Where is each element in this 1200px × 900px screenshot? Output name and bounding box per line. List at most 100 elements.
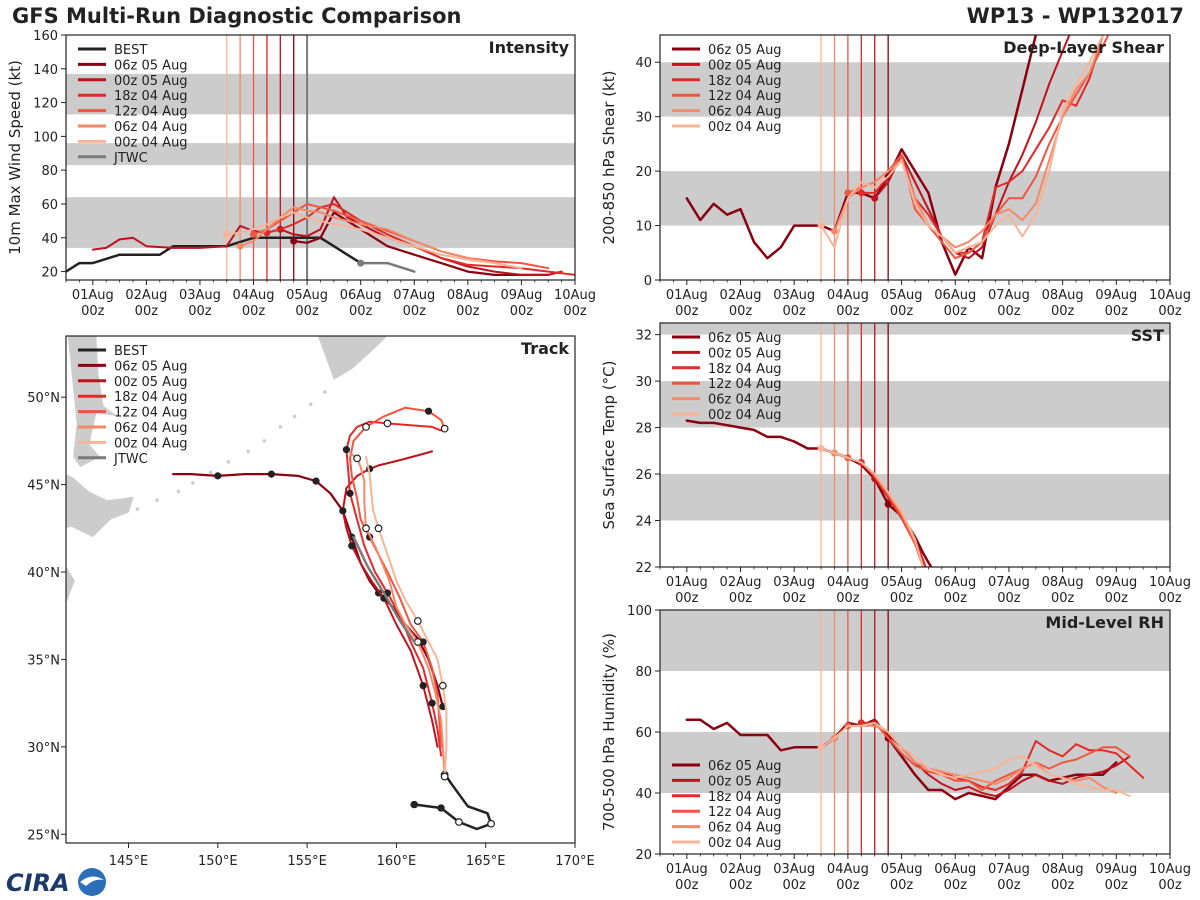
- track-point-open: [487, 819, 495, 828]
- shear-panel: 01Aug 00z 02Aug 00z 03Aug 00z 04Aug 00z 05Aug 00z…: [600, 34, 1191, 319]
- legend-label: 00z 04 Aug: [708, 836, 782, 851]
- x-tick-label: 02Aug 00z: [720, 575, 762, 606]
- rh-series: [685, 610, 1145, 854]
- y-tick-label: 40: [41, 232, 58, 247]
- legend-label: 06z 04 Aug: [114, 421, 188, 436]
- x-tick-label: 09Aug 00z: [1095, 862, 1137, 893]
- y-tick-label: 40°N: [27, 566, 60, 581]
- series-line-12z-04-aug: [252, 203, 550, 270]
- legend-label: JTWC: [113, 151, 148, 166]
- x-tick-label: 05Aug 00z: [286, 288, 328, 319]
- series-line-00z-04-aug: [225, 211, 523, 270]
- track-point-closed: [342, 446, 350, 454]
- series-line-00z-05-aug: [341, 450, 439, 748]
- threshold-band: [660, 474, 1170, 521]
- kuril-island: [135, 507, 140, 511]
- x-tick-label: 02Aug 00z: [125, 288, 167, 319]
- x-tick-label: 03Aug 00z: [773, 575, 815, 606]
- x-tick-label: 02Aug 00z: [720, 288, 762, 319]
- y-tick-label: 30: [635, 375, 652, 390]
- x-tick-label: 01Aug 00z: [666, 575, 708, 606]
- legend-label: 18z 04 Aug: [114, 89, 188, 104]
- x-tick-label: 05Aug 00z: [881, 862, 923, 893]
- x-tick-label: 08Aug 00z: [1042, 862, 1084, 893]
- land-layer: [66, 336, 388, 843]
- japan-land: [66, 474, 134, 843]
- series-line-00z-05-aug: [91, 196, 563, 276]
- legend-label: 06z 05 Aug: [708, 43, 782, 58]
- track-point-closed: [214, 472, 222, 480]
- y-tick-label: 30°N: [27, 741, 60, 756]
- threshold-band: [660, 323, 1170, 335]
- track-point-closed: [346, 489, 354, 497]
- track-point-closed: [424, 407, 433, 415]
- track-point-closed: [437, 804, 445, 812]
- threshold-band: [66, 197, 575, 248]
- series-line-jtwc: [352, 535, 416, 644]
- legend-label: 06z 05 Aug: [708, 331, 782, 346]
- y-tick-label: 140: [33, 63, 58, 78]
- legend-label: BEST: [114, 43, 147, 58]
- legend-label: 00z 05 Aug: [114, 74, 188, 89]
- threshold-band: [66, 73, 575, 115]
- legend-label: BEST: [114, 344, 147, 359]
- y-tick-label: 80: [41, 164, 58, 179]
- x-tick-label: 03Aug 00z: [773, 288, 815, 319]
- kuril-island: [262, 439, 267, 443]
- x-tick-label: 06Aug 00z: [340, 288, 382, 319]
- threshold-band: [660, 610, 1170, 671]
- kuril-island: [246, 449, 250, 454]
- y-tick-label: 20: [635, 165, 652, 180]
- series-line-06z-05-aug: [292, 211, 550, 276]
- x-tick-label: 08Aug 00z: [1042, 575, 1084, 606]
- kuril-island: [278, 425, 283, 429]
- legend-label: 00z 04 Aug: [114, 135, 188, 150]
- track-point-open: [413, 617, 422, 625]
- track-point-closed: [348, 542, 356, 550]
- x-tick-label: 07Aug 00z: [988, 575, 1030, 606]
- legend-label: 06z 04 Aug: [708, 821, 782, 836]
- init-marker: [236, 242, 244, 250]
- track-point-open: [353, 454, 362, 463]
- series-line-18z-04-aug: [265, 203, 575, 276]
- series-line-06z-04-aug: [833, 35, 1105, 249]
- x-tick-label: 05Aug 00z: [881, 288, 923, 319]
- track-point-open: [362, 524, 370, 533]
- track-point-open: [362, 423, 370, 431]
- cira-logo: CIRA: [6, 868, 106, 897]
- init-marker: [290, 237, 298, 245]
- track-point-open: [438, 681, 447, 690]
- x-tick-label: 06Aug 00z: [934, 862, 976, 893]
- legend-label: 00z 05 Aug: [114, 375, 188, 390]
- series-line-00z-04-aug: [365, 455, 448, 778]
- y-tick-label: 60: [635, 726, 652, 741]
- y-tick-label: 50°N: [27, 391, 60, 406]
- y-tick-label: 10: [635, 220, 652, 235]
- kuril-island: [292, 414, 297, 419]
- y-tick-label: 20: [41, 266, 58, 281]
- x-tick-label: 01Aug 00z: [666, 862, 708, 893]
- x-tick-label: 170°E: [555, 854, 595, 869]
- shear-series: [685, 35, 1110, 280]
- y-tick-label: 80: [635, 665, 652, 680]
- legend-label: 18z 04 Aug: [708, 790, 782, 805]
- sakhalin-land: [67, 336, 118, 468]
- series-line-12z-04-aug: [846, 721, 1131, 791]
- x-tick-label: 04Aug 00z: [827, 288, 869, 319]
- x-tick-label: 06Aug 00z: [934, 575, 976, 606]
- legend-label: 00z 05 Aug: [708, 774, 782, 789]
- track-point-open: [383, 419, 392, 428]
- legend-label: 00z 05 Aug: [708, 346, 782, 361]
- x-tick-label: 04Aug 00z: [827, 862, 869, 893]
- y-tick-label: 60: [41, 198, 58, 213]
- y-tick-label: 160: [33, 29, 58, 44]
- kuril-island: [226, 460, 231, 464]
- legend-label: 18z 04 Aug: [708, 74, 782, 89]
- legend-label: 12z 04 Aug: [114, 105, 188, 120]
- map-background: [66, 336, 575, 843]
- kamchatka-land: [317, 336, 388, 380]
- x-tick-label: 06Aug 00z: [934, 288, 976, 319]
- logo-globe-icon: [78, 868, 106, 896]
- init-marker: [871, 194, 879, 202]
